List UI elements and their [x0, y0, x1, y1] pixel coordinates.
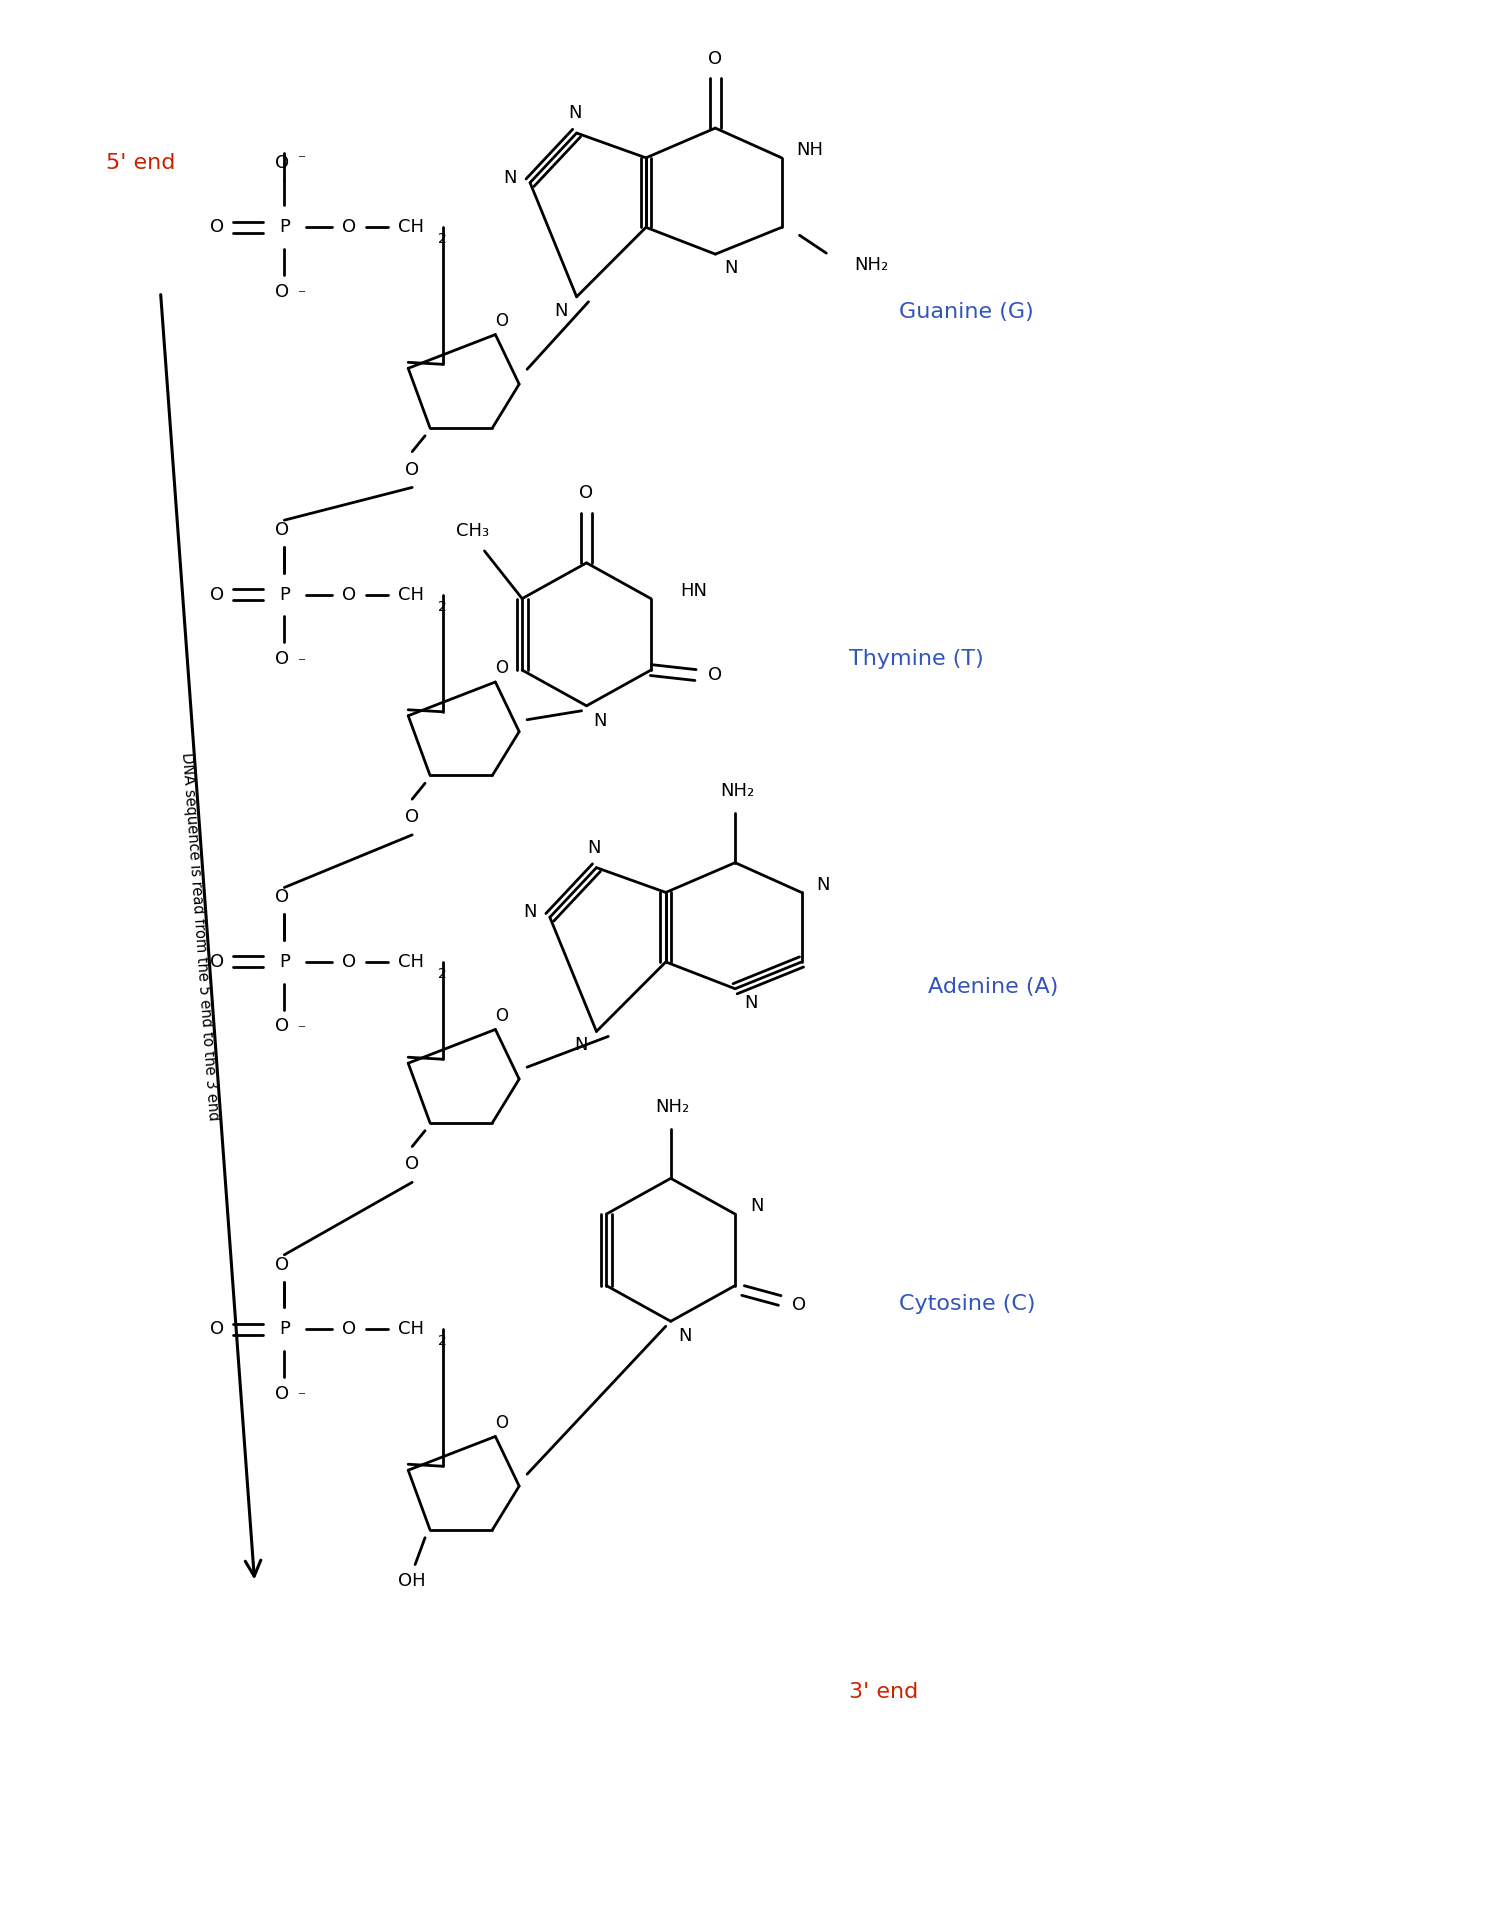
Text: N: N	[750, 1198, 764, 1215]
Text: ⁻: ⁻	[298, 288, 306, 303]
Text: N: N	[554, 301, 567, 320]
Text: CH: CH	[398, 954, 424, 971]
Text: CH₃: CH₃	[456, 523, 489, 540]
Text: N: N	[594, 711, 608, 730]
Text: NH₂: NH₂	[656, 1098, 690, 1116]
Text: HN: HN	[681, 582, 708, 599]
Text: O: O	[708, 50, 723, 67]
Text: O: O	[276, 889, 290, 906]
Text: O: O	[276, 1255, 290, 1274]
Text: NH₂: NH₂	[853, 256, 888, 275]
Text: O: O	[276, 282, 290, 301]
Text: O: O	[405, 461, 418, 479]
Text: O: O	[210, 585, 224, 605]
Text: 2: 2	[438, 1335, 447, 1348]
Text: ⁻: ⁻	[298, 153, 306, 168]
Text: ⁻: ⁻	[298, 654, 306, 669]
Text: O: O	[210, 954, 224, 971]
Text: 5' end: 5' end	[106, 153, 176, 174]
Text: CH: CH	[398, 1320, 424, 1339]
Text: O: O	[708, 666, 723, 685]
Text: O: O	[210, 217, 224, 236]
Text: O: O	[495, 311, 508, 330]
Text: O: O	[276, 1384, 290, 1404]
Text: N: N	[574, 1036, 588, 1055]
Text: 2: 2	[438, 967, 447, 980]
Text: O: O	[342, 1320, 355, 1339]
Text: P: P	[279, 585, 290, 605]
Text: O: O	[210, 1320, 224, 1339]
Text: ⁻: ⁻	[298, 1022, 306, 1037]
Text: O: O	[342, 585, 355, 605]
Text: O: O	[792, 1297, 807, 1314]
Text: O: O	[495, 1413, 508, 1432]
Text: O: O	[495, 660, 508, 677]
Text: P: P	[279, 1320, 290, 1339]
Text: N: N	[588, 839, 602, 856]
Text: NH: NH	[796, 141, 824, 158]
Text: O: O	[579, 484, 594, 502]
Text: N: N	[524, 904, 537, 921]
Text: N: N	[568, 105, 582, 122]
Text: N: N	[744, 994, 758, 1011]
Text: ⁻: ⁻	[298, 1388, 306, 1404]
Text: Cytosine (C): Cytosine (C)	[898, 1295, 1035, 1314]
Text: P: P	[279, 954, 290, 971]
Text: NH₂: NH₂	[720, 782, 754, 801]
Text: OH: OH	[399, 1573, 426, 1590]
Text: Guanine (G): Guanine (G)	[898, 301, 1034, 322]
Text: 2: 2	[438, 233, 447, 246]
Text: N: N	[816, 875, 830, 894]
Text: O: O	[276, 1018, 290, 1036]
Text: P: P	[279, 217, 290, 236]
Text: 3' end: 3' end	[849, 1682, 918, 1701]
Text: O: O	[495, 1007, 508, 1024]
Text: N: N	[504, 168, 518, 187]
Text: Adenine (A): Adenine (A)	[928, 976, 1059, 997]
Text: O: O	[342, 217, 355, 236]
Text: N: N	[678, 1327, 692, 1344]
Text: O: O	[405, 1156, 418, 1173]
Text: DNA sequence is read from the 5 end to the 3 end: DNA sequence is read from the 5 end to t…	[180, 751, 220, 1121]
Text: N: N	[724, 259, 738, 277]
Text: O: O	[276, 650, 290, 667]
Text: O: O	[405, 809, 418, 826]
Text: 2: 2	[438, 599, 447, 614]
Text: O: O	[276, 521, 290, 540]
Text: Thymine (T): Thymine (T)	[849, 648, 984, 669]
Text: CH: CH	[398, 217, 424, 236]
Text: O: O	[342, 954, 355, 971]
Text: CH: CH	[398, 585, 424, 605]
Text: O: O	[276, 154, 290, 172]
